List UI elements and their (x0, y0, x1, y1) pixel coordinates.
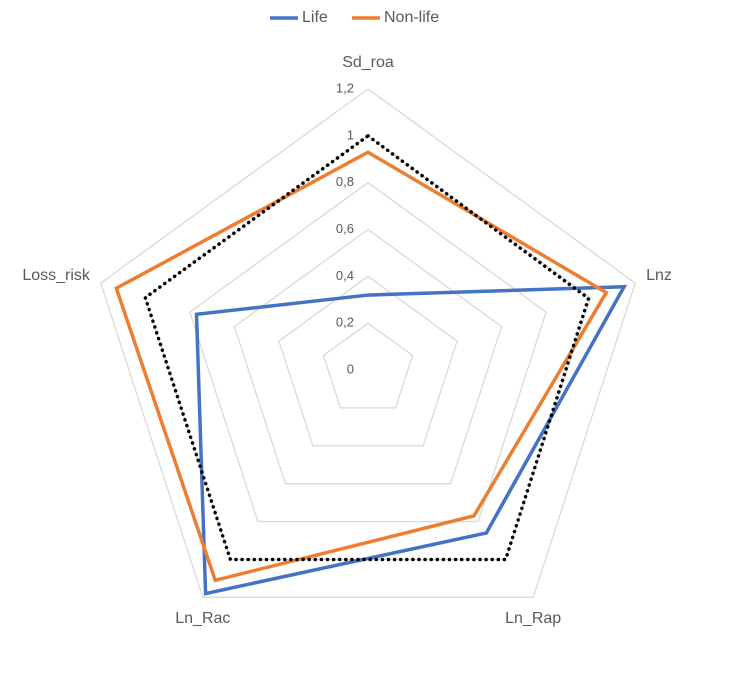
tick-label: 1 (347, 127, 354, 142)
category-label: Ln_Rac (175, 610, 230, 627)
tick-label: 1,2 (336, 80, 354, 95)
grid-ring (99, 88, 637, 598)
category-label: Ln_Rap (505, 610, 561, 627)
series-line (194, 284, 628, 596)
legend-label: Life (302, 9, 328, 26)
tick-label: 0,8 (336, 174, 354, 189)
grid-ring (233, 228, 503, 485)
tick-label: 0,4 (336, 268, 354, 283)
tick-label: 0,6 (336, 221, 354, 236)
grid-ring (144, 135, 592, 561)
series-line (114, 150, 609, 583)
series-line (143, 133, 591, 562)
grid-ring (322, 322, 414, 409)
legend-label: Non-life (384, 9, 439, 26)
grid-ring (278, 275, 458, 447)
tick-label: 0 (347, 361, 354, 376)
tick-label: 0,2 (336, 315, 354, 330)
category-label: Sd_roa (342, 54, 394, 71)
category-label: Lnz (646, 267, 672, 284)
category-label: Loss_risk (22, 267, 91, 284)
